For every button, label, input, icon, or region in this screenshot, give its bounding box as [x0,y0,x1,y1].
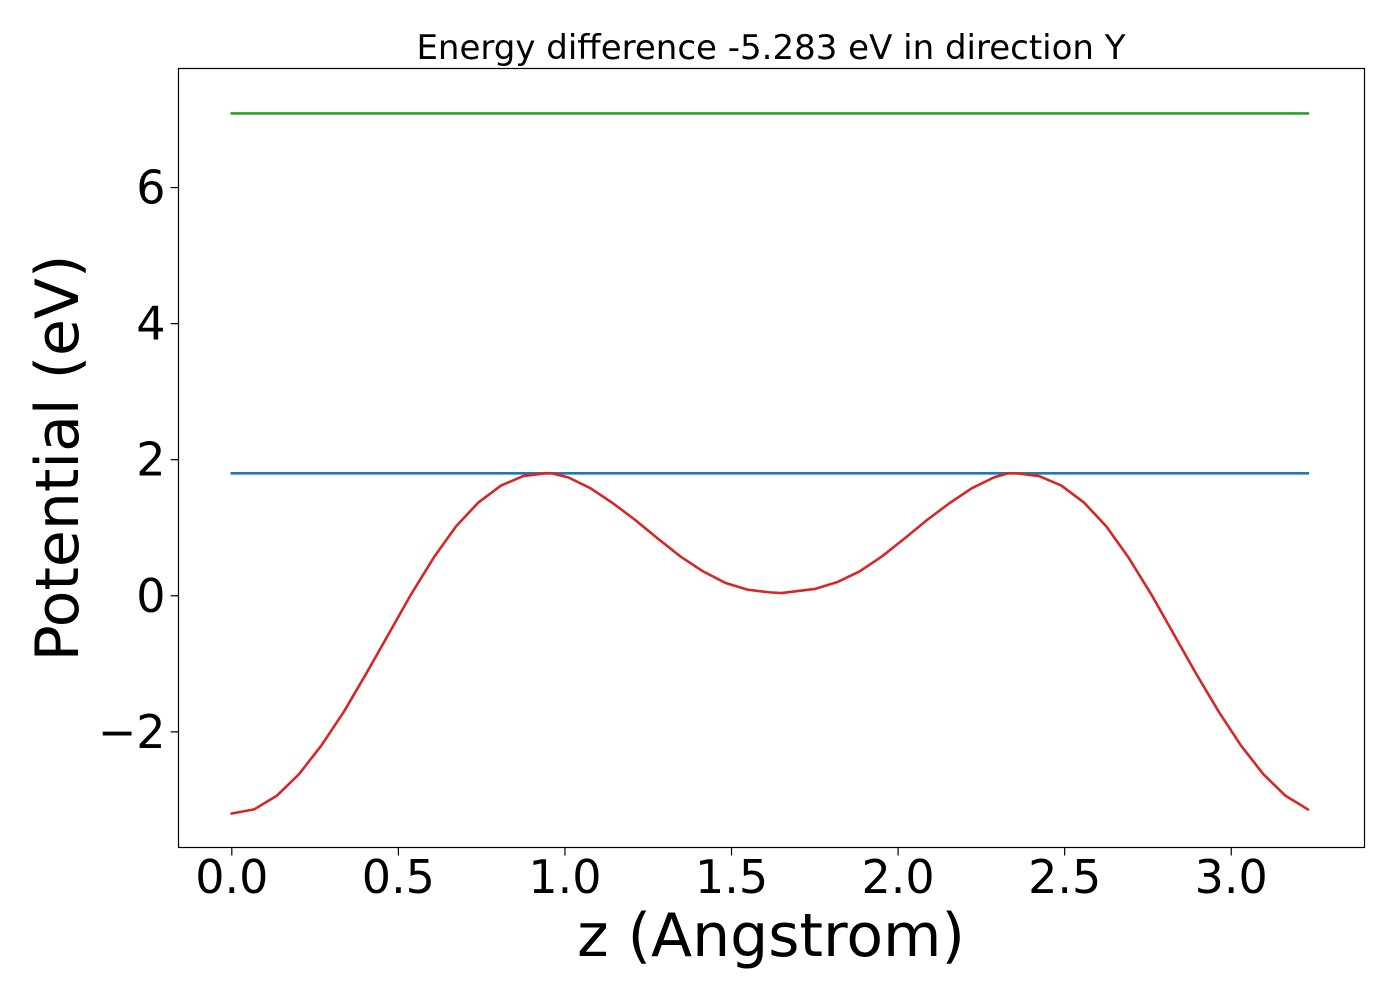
y-tick-label: −2 [98,705,166,759]
x-tick-label: 2.0 [862,850,935,904]
plot-frame [177,67,1366,849]
y-axis: −2 0 2 4 6 [98,161,179,759]
x-tick-label: 0.0 [195,850,268,904]
chart-title: Energy difference -5.283 eV in direction… [416,28,1125,68]
x-tick-label: 1.0 [528,850,601,904]
y-axis-label: Potential (eV) [23,255,93,662]
x-tick-label: 3.0 [1195,850,1268,904]
x-tick-label: 1.5 [695,850,768,904]
x-axis: 0.0 0.5 1.0 1.5 2.0 2.5 3.0 [195,847,1268,904]
x-axis-label: z (Angstrom) [577,901,965,971]
y-tick-label: 0 [136,569,165,623]
y-tick-label: 2 [136,433,165,487]
x-tick-label: 2.5 [1028,850,1101,904]
y-tick-label: 6 [136,161,165,215]
x-tick-label: 0.5 [362,850,435,904]
plot-area [230,112,1310,815]
y-tick-label: 4 [136,297,165,351]
series-line-2 [230,472,1310,815]
